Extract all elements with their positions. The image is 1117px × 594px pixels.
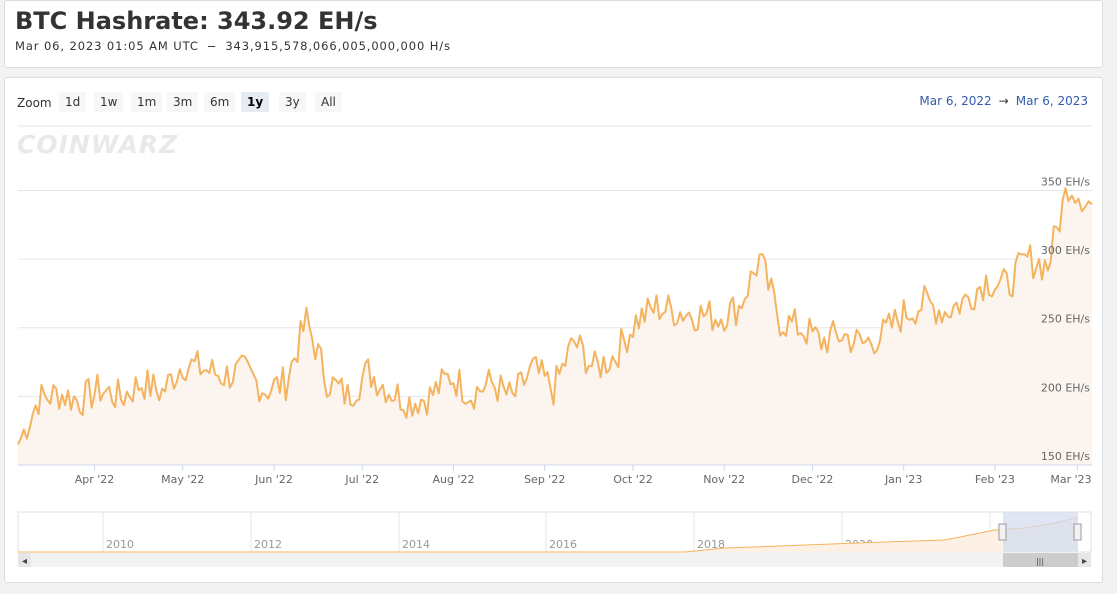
zoom-button-1w[interactable]: 1w — [94, 92, 124, 112]
range-from-input[interactable]: Mar 6, 2022 — [919, 94, 992, 108]
x-tick-label: Mar '23 — [1050, 473, 1091, 486]
hashrate-chart: 150 EH/s 200 EH/s 250 EH/s 300 EH/s 350 EH/s… — [17, 125, 1093, 567]
x-tick-label: Jan '23 — [884, 473, 922, 486]
navigator-year-label: 2018 — [697, 538, 725, 551]
scroll-right-arrow-icon: ▸ — [1082, 556, 1087, 567]
hashrate-area — [18, 188, 1092, 465]
date-range: Mar 6, 2022 → Mar 6, 2023 — [919, 94, 1088, 108]
x-tick-label: Dec '22 — [792, 473, 834, 486]
y-tick-label: 300 EH/s — [1041, 244, 1090, 257]
y-tick-label: 200 EH/s — [1041, 381, 1090, 394]
navigator-year-label: 2012 — [254, 538, 282, 551]
scrollbar-track — [18, 553, 1091, 567]
subtitle: Mar 06, 2023 01:05 AM UTC −343,915,578,06… — [15, 39, 451, 53]
zoom-button-3m[interactable]: 3m — [167, 92, 199, 112]
y-tick-label: 250 EH/s — [1041, 313, 1090, 326]
x-tick-label: Feb '23 — [975, 473, 1015, 486]
scroll-left-arrow-icon: ◂ — [22, 556, 27, 567]
y-axis-labels: 150 EH/s 200 EH/s 250 EH/s 300 EH/s 350 EH/s — [1041, 175, 1090, 463]
timestamp: Mar 06, 2023 01:05 AM UTC — [15, 39, 199, 53]
y-tick-label: 150 EH/s — [1041, 450, 1090, 463]
scrollbar-thumb[interactable] — [1003, 553, 1078, 567]
range-to-input[interactable]: Mar 6, 2023 — [1015, 94, 1088, 108]
x-axis-labels: Apr '22 May '22 Jun '22 Jul '22 Aug '22 Sep '… — [75, 465, 1092, 486]
watermark-logo: COINWARZ — [17, 130, 179, 159]
raw-hashrate: 343,915,578,066,005,000,000 H/s — [225, 39, 451, 53]
range-arrow: → — [998, 94, 1009, 108]
zoom-button-1d[interactable]: 1d — [59, 92, 87, 112]
x-tick-label: Jul '22 — [344, 473, 379, 486]
navigator-year-label: 2010 — [106, 538, 134, 551]
navigator-left-handle[interactable] — [998, 523, 1007, 541]
navigator[interactable]: 2010201220142016201820202022 — [17, 511, 1092, 553]
x-tick-label: Aug '22 — [432, 473, 474, 486]
navigator-year-label: 2014 — [402, 538, 430, 551]
x-tick-label: Nov '22 — [703, 473, 745, 486]
scroll-left-button[interactable] — [18, 553, 31, 567]
navigator-year-label: 2016 — [549, 538, 577, 551]
y-tick-label: 350 EH/s — [1041, 175, 1090, 188]
header-card: BTC Hashrate: 343.92 EH/s Mar 06, 2023 0… — [4, 0, 1103, 68]
navigator-area — [18, 517, 1078, 552]
scrollbar[interactable]: ◂ ||| ▸ — [18, 553, 1091, 567]
zoom-label: Zoom — [17, 96, 52, 110]
navigator-selection[interactable] — [1003, 512, 1078, 552]
zoom-button-1m[interactable]: 1m — [131, 92, 163, 112]
zoom-button-6m[interactable]: 6m — [204, 92, 236, 112]
zoom-button-all[interactable]: All — [315, 92, 342, 112]
zoom-button-1y[interactable]: 1y — [241, 92, 270, 112]
scrollbar-grip-icon: ||| — [1036, 557, 1044, 566]
x-tick-label: Oct '22 — [613, 473, 653, 486]
x-tick-label: Apr '22 — [75, 473, 115, 486]
scroll-right-button[interactable] — [1078, 553, 1091, 567]
hashrate-line — [17, 187, 1093, 445]
x-tick-label: May '22 — [161, 473, 204, 486]
chart-card: Zoom 1d 1w 1m 3m 6m 1y 3y All Mar 6, 202… — [4, 77, 1103, 583]
x-tick-label: Sep '22 — [524, 473, 565, 486]
x-tick-label: Jun '22 — [254, 473, 293, 486]
page-title: BTC Hashrate: 343.92 EH/s — [15, 7, 378, 35]
separator: − — [206, 39, 218, 53]
navigator-right-handle[interactable] — [1073, 523, 1082, 541]
zoom-button-3y[interactable]: 3y — [279, 92, 306, 112]
